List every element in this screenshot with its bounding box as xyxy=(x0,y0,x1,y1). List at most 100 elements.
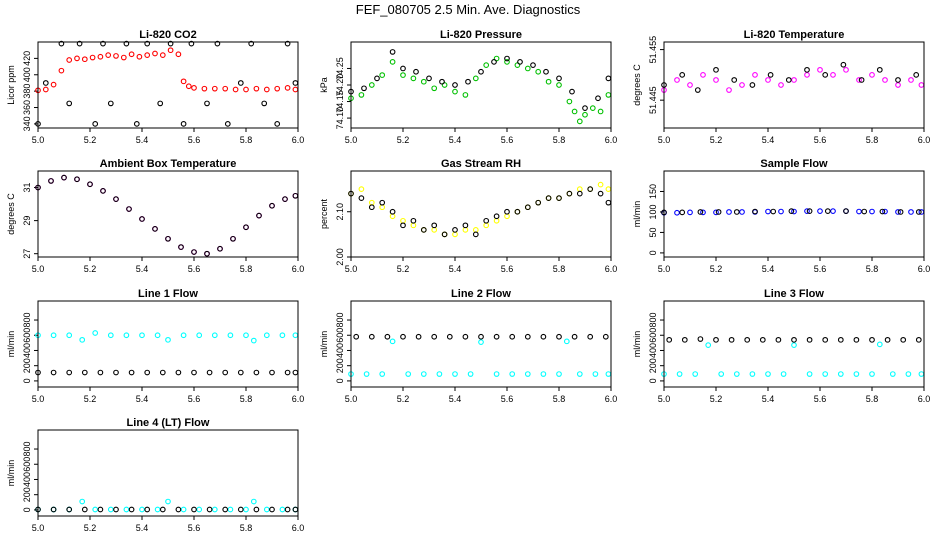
x-tick-label: 5.2 xyxy=(84,264,97,274)
data-point-rh xyxy=(368,199,375,206)
data-point-pressure xyxy=(576,118,583,125)
y-tick-label: 360 xyxy=(22,100,32,115)
data-point-licor-co2 xyxy=(292,86,299,93)
x-tick-label: 6.0 xyxy=(605,135,618,145)
data-point-reference xyxy=(491,58,497,65)
data-point-pressure xyxy=(566,98,573,105)
y-tick-label: 0 xyxy=(648,378,658,383)
data-point-reference xyxy=(128,369,135,376)
y-axis-label: degrees C xyxy=(6,193,16,235)
data-point-reference xyxy=(749,82,756,88)
x-tick-label: 5.0 xyxy=(658,264,671,274)
data-point-line2-flow xyxy=(493,371,500,377)
data-point-reference xyxy=(126,206,132,212)
x-tick-label: 5.8 xyxy=(240,394,253,404)
data-point-temperature xyxy=(869,72,875,78)
data-point-reference xyxy=(587,186,594,192)
data-point-line2-flow xyxy=(436,371,443,377)
data-point-reference xyxy=(731,77,738,83)
data-point-reference xyxy=(595,95,601,102)
data-point-line2-flow xyxy=(563,338,570,345)
data-point-reference xyxy=(167,40,174,47)
x-tick-label: 5.0 xyxy=(32,523,45,533)
data-point-sample-flow xyxy=(726,209,732,215)
data-point-reference xyxy=(214,40,221,47)
data-point-reference xyxy=(822,72,829,78)
y-tick-label: 400 xyxy=(335,343,345,358)
data-point-reference xyxy=(284,506,291,513)
data-point-line2-flow xyxy=(540,371,547,377)
panel-title: Line 3 Flow xyxy=(764,288,824,300)
data-point-line3-flow xyxy=(749,371,756,377)
data-point-reference xyxy=(465,78,471,85)
y-tick-label: 74.25 xyxy=(335,57,345,80)
data-point-licor-co2 xyxy=(120,54,127,61)
data-point-pressure xyxy=(368,82,375,88)
data-point-line1-flow xyxy=(66,332,73,339)
data-point-reference xyxy=(439,78,445,85)
y-tick-label: 600 xyxy=(648,328,658,343)
data-point-reference xyxy=(472,231,479,238)
panel-title: Line 2 Flow xyxy=(451,288,511,300)
data-point-reference xyxy=(775,336,782,343)
y-tick-label: 0 xyxy=(22,507,32,512)
y-tick-label: 200 xyxy=(22,487,32,502)
data-point-temperature xyxy=(843,66,849,73)
data-point-reference xyxy=(713,66,719,73)
data-point-licor-co2 xyxy=(201,85,208,92)
data-point-reference xyxy=(165,235,171,242)
x-tick-label: 5.6 xyxy=(501,394,514,404)
data-point-line2-flow xyxy=(420,371,427,377)
data-point-reference xyxy=(191,249,197,255)
data-point-reference xyxy=(879,208,886,215)
data-point-line1-flow xyxy=(50,332,57,339)
data-point-line2-flow xyxy=(524,371,531,377)
data-point-reference xyxy=(524,333,531,340)
y-tick-label: 380 xyxy=(22,84,32,99)
x-tick-label: 5.2 xyxy=(710,135,723,145)
data-point-reference xyxy=(582,105,588,112)
x-tick-label: 5.6 xyxy=(501,264,514,274)
data-point-reference xyxy=(545,195,552,202)
data-point-reference xyxy=(237,369,244,376)
data-point-reference xyxy=(767,72,774,78)
data-point-temperature xyxy=(713,77,719,83)
x-tick-label: 6.0 xyxy=(605,264,618,274)
data-point-pressure xyxy=(358,92,365,98)
data-point-reference xyxy=(178,244,184,250)
data-point-licor-co2 xyxy=(167,47,174,54)
data-point-line3-flow xyxy=(905,371,912,377)
data-point-line4-flow xyxy=(243,506,249,513)
data-point-sample-flow xyxy=(778,208,784,215)
data-point-licor-co2 xyxy=(222,85,229,92)
y-tick-label: 400 xyxy=(22,472,32,487)
data-point-temperature xyxy=(752,72,758,78)
data-point-reference xyxy=(744,336,751,343)
data-point-pressure xyxy=(410,75,417,82)
data-point-line1-flow xyxy=(196,332,203,339)
data-point-line4-flow xyxy=(107,506,114,513)
data-point-reference xyxy=(180,121,187,127)
x-tick-label: 6.0 xyxy=(292,135,305,145)
data-point-reference xyxy=(206,506,213,513)
x-tick-label: 5.8 xyxy=(866,264,879,274)
x-tick-label: 5.2 xyxy=(397,394,410,404)
data-point-licor-co2 xyxy=(74,55,80,62)
x-tick-label: 5.4 xyxy=(449,264,462,274)
data-point-line3-flow xyxy=(822,371,829,377)
data-point-reference xyxy=(861,208,868,215)
data-point-reference xyxy=(410,217,417,224)
data-point-licor-co2 xyxy=(42,86,49,93)
data-point-pressure xyxy=(452,88,458,95)
data-point-line3-flow xyxy=(676,371,683,377)
data-point-temperature xyxy=(778,82,784,88)
data-point-reference xyxy=(50,369,57,376)
x-tick-label: 5.4 xyxy=(136,523,149,533)
data-point-rh xyxy=(379,204,386,211)
x-tick-label: 6.0 xyxy=(918,264,931,274)
data-point-reference xyxy=(374,75,380,82)
data-point-reference xyxy=(292,192,299,199)
data-point-reference xyxy=(697,336,704,342)
data-point-temperature xyxy=(791,77,797,83)
